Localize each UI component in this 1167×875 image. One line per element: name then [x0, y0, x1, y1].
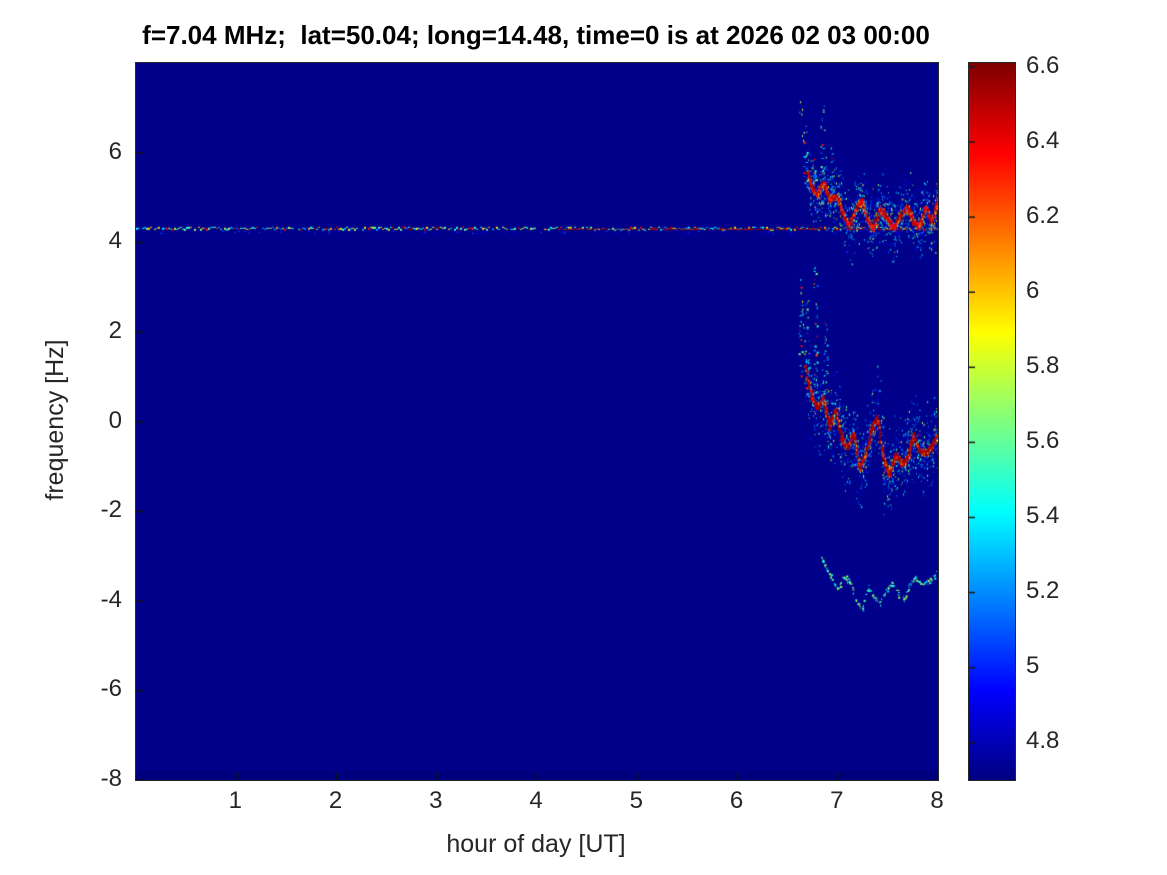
- colorbar-tick-label: 5.4: [1026, 502, 1060, 530]
- x-axis-label: hour of day [UT]: [446, 830, 626, 858]
- y-tick-label: 6: [108, 137, 122, 165]
- y-tick-label: -4: [100, 585, 122, 613]
- x-tick-label: 7: [830, 787, 844, 814]
- colorbar-tick-label: 5.8: [1026, 352, 1060, 380]
- y-axis-label: frequency [Hz]: [41, 339, 69, 501]
- x-tick-label: 1: [228, 787, 242, 814]
- colorbar: [968, 62, 1016, 781]
- y-tick-label: -2: [100, 496, 122, 524]
- colorbar-tick-label: 5.2: [1026, 577, 1060, 605]
- y-tick-label: -8: [100, 765, 122, 792]
- x-tick-label: 5: [629, 787, 643, 814]
- colorbar-tick-label: 4.8: [1026, 727, 1060, 755]
- x-tick-label: 4: [529, 787, 543, 814]
- y-tick-label: -6: [100, 675, 122, 703]
- plot-title: f=7.04 MHz; lat=50.04; long=14.48, time=…: [142, 20, 930, 50]
- spectrogram-heatmap: [135, 62, 939, 781]
- y-tick-label: 4: [108, 227, 122, 255]
- x-tick-label: 6: [729, 787, 744, 814]
- x-tick-label: 2: [328, 787, 343, 814]
- x-tick-label: 8: [930, 787, 944, 814]
- colorbar-tick-label: 6.4: [1026, 126, 1060, 154]
- y-tick-label: 0: [108, 406, 122, 434]
- colorbar-tick-label: 5.6: [1026, 427, 1060, 455]
- colorbar-tick-label: 5: [1026, 652, 1040, 680]
- colorbar-tick-label: 6.6: [1026, 51, 1060, 79]
- colorbar-tick-label: 6.2: [1026, 201, 1060, 229]
- colorbar-tick-label: 6: [1026, 276, 1040, 304]
- x-tick-label: 3: [429, 787, 443, 814]
- y-tick-label: 2: [108, 316, 122, 344]
